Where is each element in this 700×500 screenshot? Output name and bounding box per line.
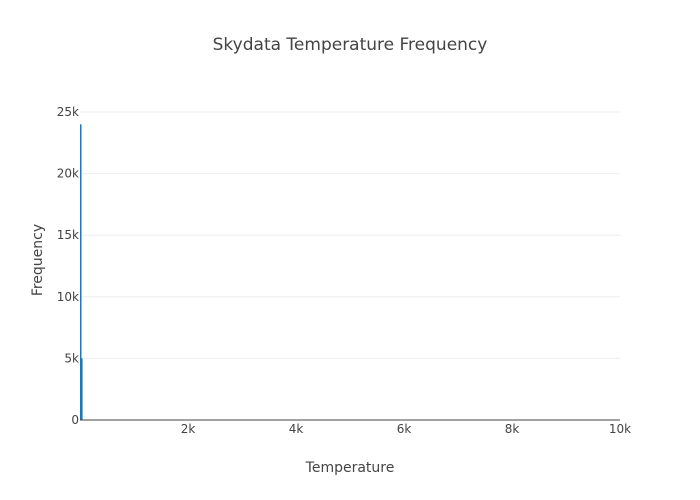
y-tick-label: 25k [57,105,79,119]
y-tick-label: 20k [57,167,79,181]
y-tick-label: 0 [71,413,79,427]
x-tick-label: 6k [397,422,412,436]
bars [80,124,83,420]
x-tick-label: 2k [181,422,196,436]
x-tick-label: 10k [609,422,631,436]
histogram-bar [80,124,82,420]
chart-title: Skydata Temperature Frequency [213,35,488,55]
y-axis-ticks: 0 5k 10k 15k 20k 25k [57,105,79,427]
x-tick-label: 4k [289,422,304,436]
y-tick-label: 15k [57,228,79,242]
histogram-bar [81,358,83,420]
x-axis-ticks: 2k 4k 6k 8k 10k [181,422,631,436]
y-axis-title: Frequency [30,224,46,296]
grid-lines [80,111,620,359]
x-tick-label: 8k [505,422,520,436]
x-axis-title: Temperature [305,460,395,476]
y-tick-label: 10k [57,290,79,304]
y-tick-label: 5k [64,351,79,365]
